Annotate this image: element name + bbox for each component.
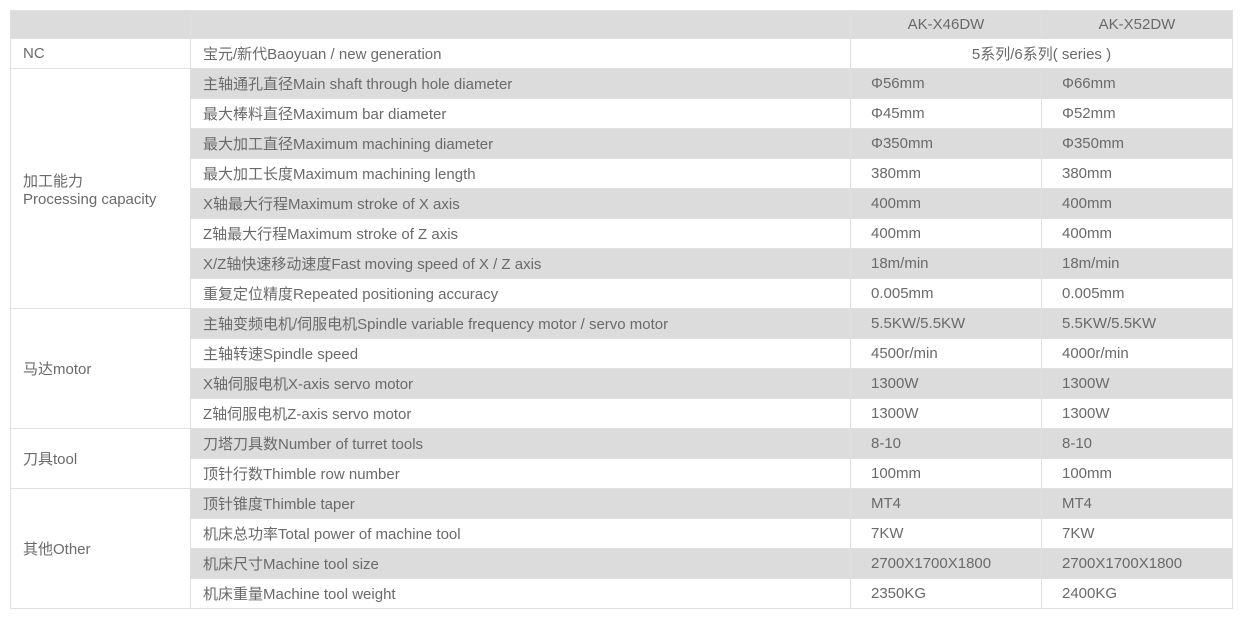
table-row: 机床总功率Total power of machine tool7KW7KW	[11, 519, 1233, 549]
spec-label: 宝元/新代Baoyuan / new generation	[191, 39, 851, 69]
header-blank-1	[11, 11, 191, 39]
header-model-1: AK-X46DW	[851, 11, 1042, 39]
spec-value-1: 0.005mm	[851, 279, 1042, 309]
spec-value-2: Φ66mm	[1042, 69, 1233, 99]
spec-value-2: 380mm	[1042, 159, 1233, 189]
table-row: 最大加工直径Maximum machining diameterΦ350mmΦ3…	[11, 129, 1233, 159]
spec-value-1: 18m/min	[851, 249, 1042, 279]
spec-label: 机床尺寸Machine tool size	[191, 549, 851, 579]
spec-label: 主轴变频电机/伺服电机Spindle variable frequency mo…	[191, 309, 851, 339]
spec-value-2: 1300W	[1042, 399, 1233, 429]
spec-value-2: 0.005mm	[1042, 279, 1233, 309]
spec-value-1: 8-10	[851, 429, 1042, 459]
spec-value-2: 7KW	[1042, 519, 1233, 549]
table-row: X轴最大行程Maximum stroke of X axis400mm400mm	[11, 189, 1233, 219]
spec-value-2: Φ350mm	[1042, 129, 1233, 159]
spec-value-1: 380mm	[851, 159, 1042, 189]
table-row: NC宝元/新代Baoyuan / new generation5系列/6系列( …	[11, 39, 1233, 69]
table-row: 重复定位精度Repeated positioning accuracy0.005…	[11, 279, 1233, 309]
spec-label: 最大加工直径Maximum machining diameter	[191, 129, 851, 159]
spec-value-2: Φ52mm	[1042, 99, 1233, 129]
spec-value-2: 400mm	[1042, 189, 1233, 219]
spec-label: 最大棒料直径Maximum bar diameter	[191, 99, 851, 129]
spec-value-1: 400mm	[851, 219, 1042, 249]
spec-value-2: 2700X1700X1800	[1042, 549, 1233, 579]
spec-value-1: 2700X1700X1800	[851, 549, 1042, 579]
spec-label: Z轴最大行程Maximum stroke of Z axis	[191, 219, 851, 249]
spec-value-1: 400mm	[851, 189, 1042, 219]
spec-value-1: 4500r/min	[851, 339, 1042, 369]
spec-value-1: 1300W	[851, 399, 1042, 429]
spec-value-1: 5.5KW/5.5KW	[851, 309, 1042, 339]
spec-label: 重复定位精度Repeated positioning accuracy	[191, 279, 851, 309]
table-row: 主轴转速Spindle speed4500r/min4000r/min	[11, 339, 1233, 369]
spec-value-1: Φ56mm	[851, 69, 1042, 99]
spec-value-2: 5.5KW/5.5KW	[1042, 309, 1233, 339]
spec-label: 机床总功率Total power of machine tool	[191, 519, 851, 549]
category-processing: 加工能力 Processing capacity	[11, 69, 191, 309]
spec-label: 主轴转速Spindle speed	[191, 339, 851, 369]
spec-label: X/Z轴快速移动速度Fast moving speed of X / Z axi…	[191, 249, 851, 279]
spec-value-2: MT4	[1042, 489, 1233, 519]
spec-label: 最大加工长度Maximum machining length	[191, 159, 851, 189]
spec-label: X轴最大行程Maximum stroke of X axis	[191, 189, 851, 219]
spec-value-2: 100mm	[1042, 459, 1233, 489]
category-tool: 刀具tool	[11, 429, 191, 489]
spec-value-1: 7KW	[851, 519, 1042, 549]
table-row: X轴伺服电机X-axis servo motor1300W1300W	[11, 369, 1233, 399]
spec-value-1: Φ350mm	[851, 129, 1042, 159]
spec-label: 顶针行数Thimble row number	[191, 459, 851, 489]
table-row: 刀具tool刀塔刀具数Number of turret tools8-108-1…	[11, 429, 1233, 459]
table-row: 机床重量Machine tool weight2350KG2400KG	[11, 579, 1233, 609]
spec-value-1: 2350KG	[851, 579, 1042, 609]
table-row: 顶针行数Thimble row number100mm100mm	[11, 459, 1233, 489]
spec-value-1: MT4	[851, 489, 1042, 519]
spec-label: X轴伺服电机X-axis servo motor	[191, 369, 851, 399]
spec-value-2: 2400KG	[1042, 579, 1233, 609]
table-row: 最大加工长度Maximum machining length380mm380mm	[11, 159, 1233, 189]
category-other: 其他Other	[11, 489, 191, 609]
category-nc: NC	[11, 39, 191, 69]
table-row: Z轴伺服电机Z-axis servo motor1300W1300W	[11, 399, 1233, 429]
category-motor: 马达motor	[11, 309, 191, 429]
table-row: Z轴最大行程Maximum stroke of Z axis400mm400mm	[11, 219, 1233, 249]
spec-value-2: 400mm	[1042, 219, 1233, 249]
spec-value-2: 8-10	[1042, 429, 1233, 459]
table-row: X/Z轴快速移动速度Fast moving speed of X / Z axi…	[11, 249, 1233, 279]
spec-label: 机床重量Machine tool weight	[191, 579, 851, 609]
table-row: AK-X46DWAK-X52DW	[11, 11, 1233, 39]
table-row: 其他Other顶针锥度Thimble taperMT4MT4	[11, 489, 1233, 519]
spec-value-2: 18m/min	[1042, 249, 1233, 279]
table-row: 机床尺寸Machine tool size2700X1700X18002700X…	[11, 549, 1233, 579]
spec-table: AK-X46DWAK-X52DWNC宝元/新代Baoyuan / new gen…	[10, 10, 1233, 609]
table-row: 最大棒料直径Maximum bar diameterΦ45mmΦ52mm	[11, 99, 1233, 129]
spec-label: 刀塔刀具数Number of turret tools	[191, 429, 851, 459]
spec-value-1: 1300W	[851, 369, 1042, 399]
spec-value-2: 1300W	[1042, 369, 1233, 399]
spec-label: 顶针锥度Thimble taper	[191, 489, 851, 519]
spec-value-1: 100mm	[851, 459, 1042, 489]
header-blank-2	[191, 11, 851, 39]
table-row: 马达motor主轴变频电机/伺服电机Spindle variable frequ…	[11, 309, 1233, 339]
spec-value-1: Φ45mm	[851, 99, 1042, 129]
spec-value-2: 4000r/min	[1042, 339, 1233, 369]
spec-value-merged: 5系列/6系列( series )	[851, 39, 1233, 69]
table-row: 加工能力 Processing capacity主轴通孔直径Main shaft…	[11, 69, 1233, 99]
spec-label: 主轴通孔直径Main shaft through hole diameter	[191, 69, 851, 99]
spec-label: Z轴伺服电机Z-axis servo motor	[191, 399, 851, 429]
header-model-2: AK-X52DW	[1042, 11, 1233, 39]
